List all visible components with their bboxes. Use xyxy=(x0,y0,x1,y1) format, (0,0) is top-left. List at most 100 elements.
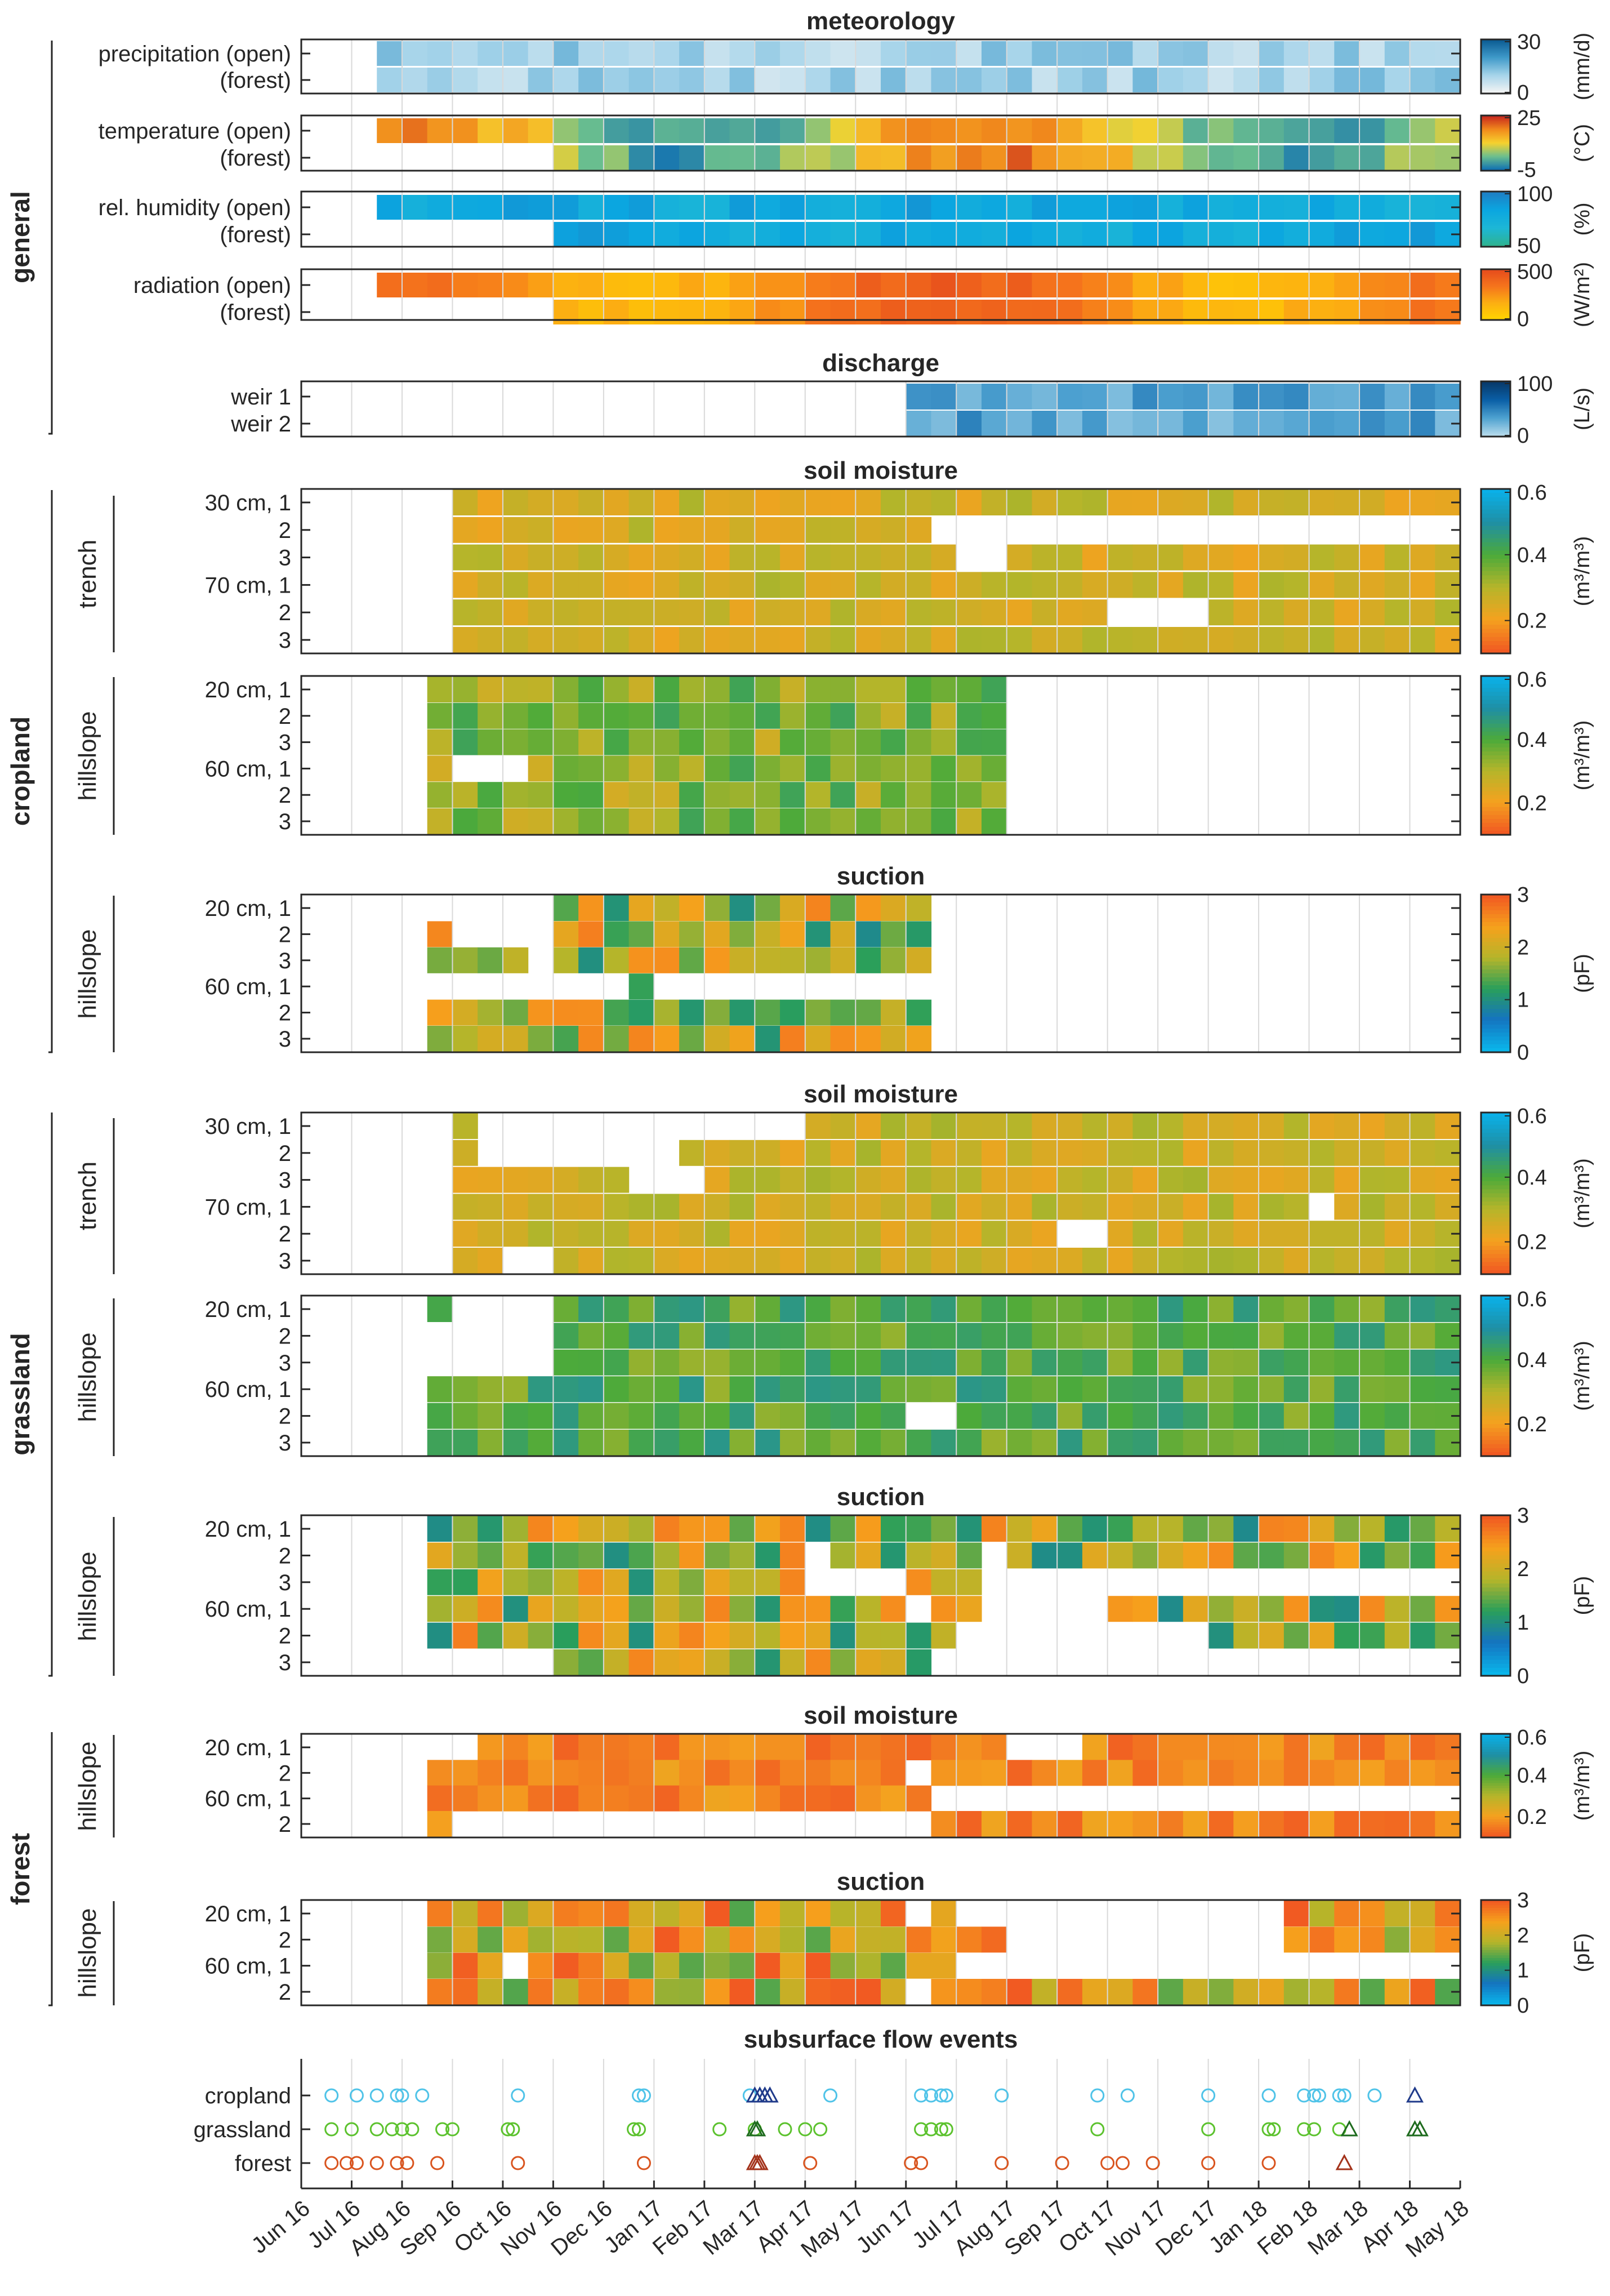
heatmap-cell xyxy=(1410,544,1435,571)
heatmap-cell xyxy=(628,1979,654,2005)
heatmap-cell xyxy=(704,1167,730,1193)
colorbar-segment xyxy=(1481,118,1510,121)
row-label: 60 cm, 1 xyxy=(205,1377,291,1402)
heatmap-cell xyxy=(830,1194,856,1220)
heatmap-cell xyxy=(1334,1221,1360,1247)
colorbar-segment xyxy=(1481,534,1510,539)
heatmap-cell xyxy=(830,572,856,598)
row-label: 60 cm, 1 xyxy=(205,1597,291,1622)
heatmap-cell xyxy=(628,782,654,808)
colorbar-segment xyxy=(1481,1036,1510,1041)
heatmap-cell xyxy=(628,1596,654,1622)
heatmap-cell xyxy=(1082,1349,1108,1376)
heatmap-cell xyxy=(704,222,730,247)
heatmap-cell xyxy=(528,118,554,143)
heatmap-cell xyxy=(578,1785,604,1812)
heatmap-cell xyxy=(881,895,907,921)
heatmap-cell xyxy=(1259,1349,1285,1376)
heatmap-cell xyxy=(729,1952,755,1979)
row-label: weir 2 xyxy=(230,412,291,437)
heatmap-cell xyxy=(780,490,806,515)
colorbar-segment xyxy=(1481,77,1510,79)
heatmap-cell xyxy=(805,572,831,598)
heatmap-cell xyxy=(1057,222,1083,247)
heatmap-cell xyxy=(855,1349,881,1376)
heatmap-cell xyxy=(1384,145,1411,170)
heatmap-cell xyxy=(1057,1979,1083,2005)
colorbar-segment xyxy=(1481,62,1510,64)
colorbar-unit: (%) xyxy=(1571,202,1594,235)
event-marker xyxy=(430,2156,445,2170)
event-marker xyxy=(390,2156,404,2170)
heatmap-cell xyxy=(1057,1296,1083,1322)
heatmap-cell xyxy=(553,1167,579,1193)
heatmap-cell xyxy=(805,273,831,297)
heatmap-cell xyxy=(830,1296,856,1322)
colorbar-segment xyxy=(1481,700,1510,705)
heatmap-cell xyxy=(1183,1760,1209,1786)
heatmap-cell xyxy=(427,729,453,755)
heatmap-cell xyxy=(679,1430,705,1456)
heatmap-cell xyxy=(981,68,1007,92)
heatmap-cell xyxy=(830,599,856,626)
colorbar-segment xyxy=(1481,122,1510,124)
heatmap-cell xyxy=(578,1026,604,1052)
event-marker xyxy=(914,2088,929,2103)
row-label: radiation (open) xyxy=(133,273,291,298)
colorbar-unit: (m³/m³) xyxy=(1571,720,1594,790)
heatmap-cell xyxy=(628,517,654,543)
colorbar-segment xyxy=(1481,1639,1510,1644)
heatmap-cell xyxy=(1309,1811,1335,1837)
colorbar-segment xyxy=(1481,1001,1510,1005)
heatmap-cell xyxy=(755,572,781,598)
colorbar-segment xyxy=(1481,70,1510,73)
colorbar-segment xyxy=(1481,385,1510,388)
colorbar-segment xyxy=(1481,711,1510,717)
heatmap-cell xyxy=(881,1113,907,1139)
colorbar-segment xyxy=(1481,272,1510,274)
forest-bracket xyxy=(48,1732,53,2006)
heatmap-cell xyxy=(628,627,654,653)
heatmap-cell xyxy=(654,1194,680,1220)
heatmap-cell xyxy=(427,1811,453,1837)
colorbar-segment xyxy=(1481,1440,1510,1445)
heatmap-cell xyxy=(502,517,529,543)
colorbar-segment xyxy=(1481,66,1510,69)
heatmap-cell xyxy=(452,1542,478,1569)
colorbar-segment xyxy=(1481,211,1510,213)
heatmap-cell xyxy=(478,118,503,143)
heatmap-cell xyxy=(1082,1167,1108,1193)
event-marker xyxy=(511,2088,525,2103)
colorbar-segment xyxy=(1481,82,1510,84)
heatmap-cell xyxy=(780,677,806,702)
colorbar-tick-label: 0.4 xyxy=(1517,544,1547,567)
heatmap-cell xyxy=(528,1167,554,1193)
heatmap-cell xyxy=(1283,118,1310,143)
heatmap-cell xyxy=(1283,1760,1310,1786)
heatmap-cell xyxy=(981,222,1007,247)
colorbar-segment xyxy=(1481,50,1510,52)
heatmap-cell xyxy=(1006,1113,1033,1139)
heatmap-cell xyxy=(1158,118,1184,143)
heatmap-cell xyxy=(1183,411,1209,437)
heatmap-cell xyxy=(679,1349,705,1376)
heatmap-cell xyxy=(956,702,982,729)
heatmap-cell xyxy=(1006,1349,1033,1376)
heatmap-cell xyxy=(780,41,806,66)
heatmap-cell xyxy=(553,1649,579,1675)
heatmap-cell xyxy=(704,999,730,1026)
colorbar-segment xyxy=(1481,1973,1510,1977)
heatmap-cell xyxy=(1259,599,1285,626)
heatmap-cell xyxy=(1283,572,1310,598)
heatmap-cell xyxy=(478,1569,503,1595)
heatmap-cell xyxy=(478,1248,503,1274)
colorbar-segment xyxy=(1481,1989,1510,1993)
heatmap-cell xyxy=(1384,1542,1411,1569)
colorbar-tick-label: 100 xyxy=(1517,183,1553,206)
panel-title: subsurface flow events xyxy=(744,2026,1018,2053)
heatmap-cell xyxy=(528,1542,554,1569)
colorbar-segment xyxy=(1481,1221,1510,1226)
heatmap-cell xyxy=(1359,1194,1385,1220)
heatmap-cell xyxy=(603,782,630,808)
heatmap-cell xyxy=(1057,1167,1083,1193)
